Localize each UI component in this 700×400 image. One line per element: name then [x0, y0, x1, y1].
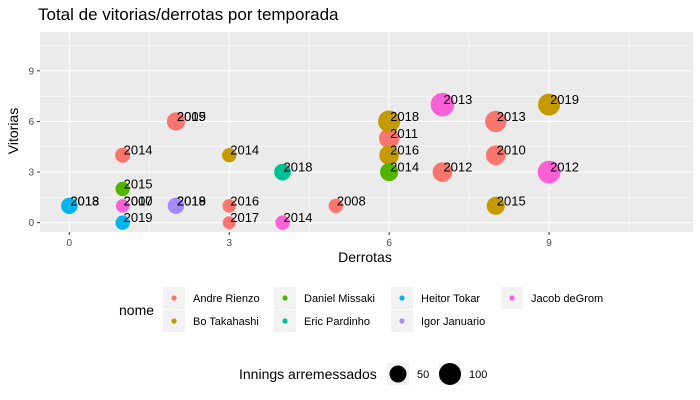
color-legend-title: nome: [119, 302, 154, 318]
x-tick-label: 6: [386, 238, 392, 249]
data-point: [486, 196, 505, 215]
data-point: [115, 147, 131, 163]
legend-swatch: [171, 318, 177, 324]
color-legend: nome Andre Rienzo Bo Takahashi Daniel Miss…: [119, 287, 603, 332]
data-point: [222, 148, 237, 163]
point-label: 2009: [177, 109, 206, 124]
x-tick-label: 9: [546, 238, 552, 249]
data-point: [379, 145, 400, 166]
size-legend-label: 50: [417, 369, 429, 381]
data-point: [537, 160, 561, 184]
data-point: [274, 163, 291, 181]
data-point: [432, 162, 453, 182]
point-label: 2015: [497, 193, 526, 208]
size-legend-swatch: [389, 365, 407, 383]
point-label: 2019: [177, 193, 206, 208]
legend-swatch: [282, 318, 288, 324]
legend-swatch: [171, 295, 177, 301]
point-label: 2012: [443, 160, 472, 175]
point-label: 2007: [124, 193, 153, 208]
point-label: 2010: [124, 193, 153, 208]
point-label: 2019: [550, 92, 579, 107]
grid-lines: [40, 32, 693, 232]
point-label: 2010: [497, 143, 526, 158]
y-tick-label: 0: [28, 218, 34, 229]
data-point: [115, 181, 130, 197]
legend-label: Andre Rienzo: [193, 293, 260, 305]
data-point: [222, 199, 236, 213]
size-legend-title: Innings arremessados: [239, 366, 377, 382]
legend-swatch: [399, 318, 405, 324]
y-tick-label: 9: [28, 66, 34, 77]
plot-panel: [40, 32, 693, 232]
legend-swatch: [282, 295, 288, 301]
data-point: [538, 93, 561, 116]
legend-label: Bo Takahashi: [193, 316, 259, 328]
point-label: 2013: [443, 92, 472, 107]
data-point: [166, 112, 185, 131]
point-label: 2013: [70, 193, 99, 208]
y-axis-title: Vitorias: [5, 108, 21, 154]
size-legend-label: 100: [469, 369, 487, 381]
legend-label: Heitor Tokar: [421, 293, 480, 305]
legend-label: Eric Pardinho: [304, 316, 370, 328]
point-label: 2015: [177, 109, 206, 124]
legend-swatch: [509, 295, 515, 301]
point-label: 2014: [390, 160, 419, 175]
size-legend: Innings arremessados 50 100: [239, 363, 487, 385]
legend-label: Igor Januario: [421, 316, 485, 328]
point-label: 2018: [70, 193, 99, 208]
point-label: 2012: [550, 160, 579, 175]
axis-ticks: 0 3 6 9 0 3 6 9: [28, 66, 552, 249]
data-point: [61, 197, 78, 214]
legend-label: Jacob deGrom: [531, 293, 603, 305]
data-point: [275, 215, 290, 230]
data-point: [485, 110, 507, 133]
point-label: 2014: [124, 143, 153, 158]
x-tick-label: 3: [226, 238, 232, 249]
point-label: 2016: [390, 143, 419, 158]
point-label: 2019: [124, 210, 153, 225]
chart-title: Total de vitorias/derrotas por temporada: [38, 5, 339, 24]
point-label: 2014: [284, 210, 313, 225]
point-label: 2017: [230, 210, 259, 225]
point-label: 2016: [230, 193, 259, 208]
data-point: [379, 128, 400, 149]
data-point: [222, 216, 236, 230]
point-label: 2011: [390, 126, 418, 141]
legend-label: Daniel Missaki: [304, 293, 375, 305]
point-label: 2018: [177, 193, 206, 208]
point-label: 2014: [230, 143, 259, 158]
data-point: [168, 197, 184, 214]
y-tick-label: 3: [28, 168, 34, 179]
y-tick-label: 6: [28, 117, 34, 128]
x-tick-label: 0: [67, 238, 73, 249]
point-label: 2008: [337, 193, 366, 208]
legend-swatch: [399, 295, 405, 301]
data-point: [485, 145, 506, 166]
point-labels: 2014200920152016201720082011201220102013…: [70, 92, 579, 225]
data-points: [61, 92, 561, 230]
x-axis-title: Derrotas: [338, 249, 392, 265]
point-label: 2015: [124, 176, 153, 191]
data-point: [378, 110, 401, 133]
point-label: 2018: [284, 160, 313, 175]
data-point: [115, 215, 130, 230]
data-point: [430, 92, 455, 117]
data-point: [328, 198, 344, 213]
data-point: [116, 199, 130, 213]
point-label: 2013: [497, 109, 526, 124]
data-point: [380, 163, 399, 182]
point-label: 2018: [390, 109, 419, 124]
size-legend-swatch: [439, 363, 461, 385]
